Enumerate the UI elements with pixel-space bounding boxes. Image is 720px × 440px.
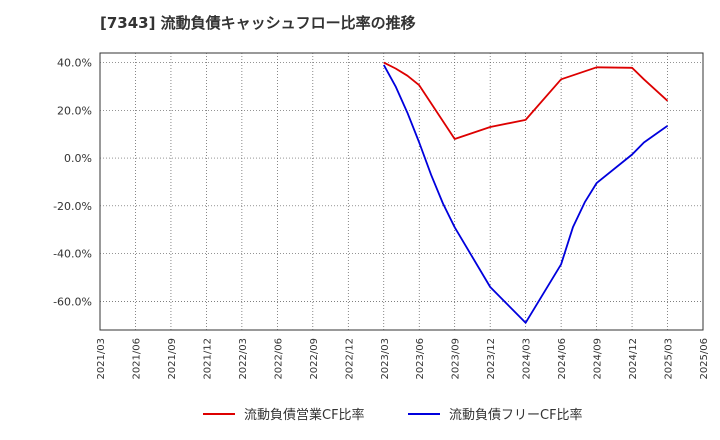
x-tick-label: 2022/12 bbox=[344, 338, 355, 380]
legend-label: 流動負債フリーCF比率 bbox=[449, 407, 583, 423]
x-tick-label: 2023/03 bbox=[380, 338, 391, 380]
x-tick-label: 2021/09 bbox=[167, 338, 178, 380]
x-tick-label: 2022/09 bbox=[309, 338, 320, 380]
chart-title: [7343] 流動負債キャッシュフロー比率の推移 bbox=[100, 14, 416, 32]
legend-label: 流動負債営業CF比率 bbox=[244, 407, 365, 423]
y-tick-label: -40.0% bbox=[53, 248, 92, 261]
series-line-free-cf bbox=[383, 64, 669, 324]
y-tick-label: -20.0% bbox=[53, 200, 92, 213]
x-tick-label: 2023/09 bbox=[451, 338, 462, 380]
x-tick-label: 2024/12 bbox=[628, 338, 639, 380]
plot-area bbox=[99, 52, 704, 331]
y-tick-label: 0.0% bbox=[64, 152, 92, 165]
x-tick-label: 2022/03 bbox=[238, 338, 249, 380]
x-tick-label: 2022/06 bbox=[273, 338, 284, 380]
y-tick-label: -60.0% bbox=[53, 295, 92, 308]
x-tick-label: 2021/12 bbox=[202, 338, 213, 380]
legend: 流動負債営業CF比率 流動負債フリーCF比率 bbox=[203, 407, 583, 423]
y-tick-label: 40.0% bbox=[57, 57, 92, 70]
x-tick-label: 2024/06 bbox=[557, 338, 568, 380]
series-line-operating-cf bbox=[383, 61, 669, 140]
x-tick-label: 2024/09 bbox=[593, 338, 604, 380]
x-tick-label: 2025/06 bbox=[699, 338, 710, 380]
x-tick-label: 2024/03 bbox=[522, 338, 533, 380]
x-tick-label: 2025/03 bbox=[664, 338, 675, 380]
x-tick-label: 2023/06 bbox=[415, 338, 426, 380]
x-tick-label: 2021/03 bbox=[96, 338, 107, 380]
y-tick-label: 20.0% bbox=[57, 104, 92, 117]
x-tick-label: 2023/12 bbox=[486, 338, 497, 380]
x-tick-label: 2021/06 bbox=[131, 338, 142, 380]
